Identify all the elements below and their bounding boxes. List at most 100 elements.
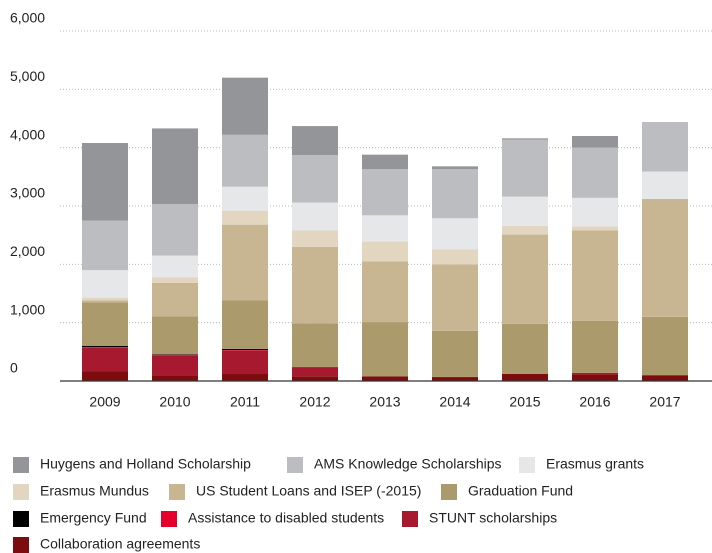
bar-segment	[502, 138, 548, 140]
y-tick-label: 1,000	[10, 301, 45, 317]
bar-segment	[572, 372, 618, 375]
legend-label: Graduation Fund	[468, 483, 573, 499]
bar-segment	[222, 350, 268, 351]
bar-segment	[502, 323, 548, 374]
bar-segment	[502, 374, 548, 381]
bar-segment	[152, 355, 198, 376]
legend-swatch	[13, 511, 29, 527]
bar-segment	[82, 347, 128, 348]
legend-swatch	[13, 484, 29, 500]
bar-segment	[82, 143, 128, 221]
bar-segment	[502, 225, 548, 235]
bar-segment	[82, 220, 128, 271]
bar-segment	[642, 171, 688, 199]
legend-swatch	[161, 511, 177, 527]
bar-segment	[362, 169, 408, 216]
bar-segment	[432, 377, 478, 381]
x-tick-label: 2014	[439, 394, 470, 410]
y-tick-label: 4,000	[10, 126, 45, 142]
y-tick-label: 3,000	[10, 185, 45, 201]
bar-segment	[502, 196, 548, 226]
bar-segment	[152, 316, 198, 355]
legend-label: US Student Loans and ISEP (-2015)	[196, 483, 421, 499]
bar-segment	[432, 330, 478, 377]
bar-segment	[432, 249, 478, 265]
bar-segment	[432, 264, 478, 331]
bar-segment	[572, 197, 618, 227]
bar-segment	[572, 320, 618, 373]
bar-segment	[82, 297, 128, 301]
x-tick-label: 2009	[89, 394, 120, 410]
legend-label: Erasmus Mundus	[40, 483, 149, 499]
legend-swatch	[519, 457, 535, 473]
legend-label: AMS Knowledge Scholarships	[314, 456, 502, 472]
bar-segment	[152, 354, 198, 355]
bar-segment	[82, 347, 128, 372]
bar-segment	[82, 346, 128, 348]
bar-segment	[292, 155, 338, 203]
legend-label: STUNT scholarships	[429, 510, 557, 526]
bar-segment	[222, 300, 268, 349]
x-tick-label: 2013	[369, 394, 400, 410]
bar-segment	[642, 199, 688, 317]
bar-segment	[572, 136, 618, 148]
legend-swatch	[13, 537, 29, 553]
bar-segment	[292, 126, 338, 156]
bar-segment	[222, 348, 268, 351]
bar-segment	[152, 277, 198, 283]
legend-swatch	[287, 457, 303, 473]
bar-segment	[82, 270, 128, 298]
x-tick-label: 2015	[509, 394, 540, 410]
bar-segment	[152, 128, 198, 205]
x-tick-label: 2011	[230, 394, 260, 410]
bar-segment	[362, 154, 408, 170]
bar-segment	[292, 367, 338, 368]
legend-swatch	[13, 457, 29, 473]
x-tick-label: 2016	[579, 394, 610, 410]
bar-segment	[292, 246, 338, 324]
bar-segment	[572, 374, 618, 381]
bar-segment	[642, 375, 688, 381]
bar-segment	[432, 376, 478, 378]
bar-segment	[642, 316, 688, 376]
bar-segment	[222, 186, 268, 211]
bar-segment	[572, 226, 618, 231]
x-tick-label: 2017	[649, 394, 680, 410]
legend-label: Erasmus grants	[546, 456, 644, 472]
bar-segment	[292, 323, 338, 367]
bar-segment	[362, 241, 408, 262]
bar-segment	[152, 354, 198, 356]
bar-segment	[152, 283, 198, 317]
bar-segment	[362, 322, 408, 377]
bar-segment	[222, 77, 268, 135]
bar-segment	[432, 169, 478, 219]
bar-segment	[572, 230, 618, 321]
bar-segment	[222, 374, 268, 381]
bar-segment	[152, 204, 198, 256]
y-tick-label: 5,000	[10, 68, 45, 84]
bar-segment	[292, 367, 338, 377]
bar-segment	[222, 210, 268, 225]
bar-segment	[362, 376, 408, 381]
legend-label: Collaboration agreements	[40, 536, 200, 552]
bar-segment	[432, 218, 478, 250]
legend-label: Emergency Fund	[40, 510, 147, 526]
bar-segment	[362, 261, 408, 323]
bar-segment	[222, 350, 268, 374]
bar-segment	[152, 255, 198, 278]
bar-segment	[502, 234, 548, 324]
bar-segment	[432, 166, 478, 170]
y-tick-label: 6,000	[10, 10, 45, 26]
bar-segment	[292, 230, 338, 247]
y-tick-label: 2,000	[10, 243, 45, 259]
bar-segment	[572, 147, 618, 198]
legend-label: Huygens and Holland Scholarship	[40, 456, 251, 472]
bar-segment	[222, 224, 268, 301]
bar-segment	[222, 134, 268, 187]
legend-swatch	[402, 511, 418, 527]
bar-segment	[362, 215, 408, 242]
legend-label: Assistance to disabled students	[188, 510, 384, 526]
x-tick-label: 2010	[159, 394, 190, 410]
bar-segment	[82, 302, 128, 346]
